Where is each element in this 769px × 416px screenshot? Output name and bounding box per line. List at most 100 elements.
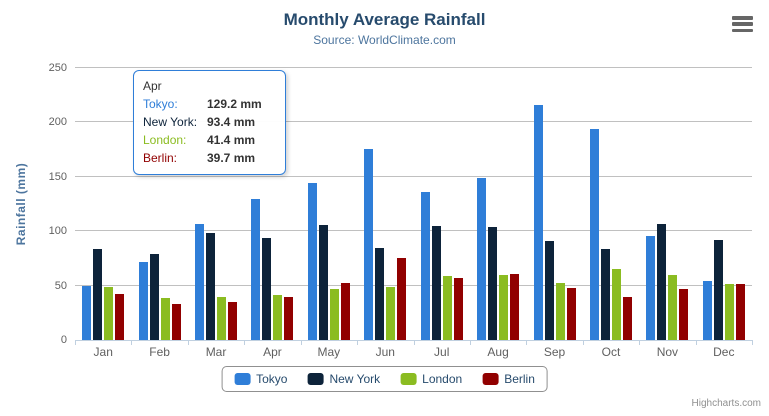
tooltip: Apr Tokyo: 129.2 mm New York: 93.4 mm London… <box>133 70 286 175</box>
x-axis-tick <box>752 340 753 345</box>
bar-new-york-sep[interactable] <box>544 240 554 340</box>
legend-item-label: Berlin <box>504 372 535 386</box>
bar-tokyo-dec[interactable] <box>702 280 712 340</box>
x-axis-tick <box>526 340 528 345</box>
bar-london-feb[interactable] <box>160 297 170 340</box>
bar-group-nov <box>639 68 695 340</box>
bar-berlin-aug[interactable] <box>510 274 520 340</box>
chart-title: Monthly Average Rainfall <box>283 10 486 29</box>
y-axis-label: 200 <box>48 116 67 129</box>
tooltip-series-label: New York: <box>143 115 198 129</box>
tooltip-row: Tokyo: 129.2 mm <box>143 95 276 113</box>
tooltip-header: Apr <box>143 79 162 93</box>
bar-new-york-apr[interactable] <box>262 238 272 340</box>
bar-london-aug[interactable] <box>499 275 509 340</box>
plot-area <box>75 67 752 341</box>
export-menu-button[interactable] <box>730 16 755 32</box>
bar-berlin-dec[interactable] <box>735 284 745 340</box>
tooltip-series-value: 39.7 mm <box>207 151 256 165</box>
bar-tokyo-sep[interactable] <box>533 104 543 340</box>
bar-tokyo-apr[interactable] <box>251 199 261 340</box>
bar-berlin-jul[interactable] <box>453 277 463 340</box>
tooltip-row: Berlin: 39.7 mm <box>143 149 276 167</box>
x-axis-label: Nov <box>656 345 679 359</box>
bar-tokyo-aug[interactable] <box>477 178 487 340</box>
bar-london-dec[interactable] <box>724 284 734 340</box>
hamburger-icon <box>732 16 753 20</box>
bar-new-york-feb[interactable] <box>149 254 159 340</box>
gridline <box>75 175 752 177</box>
bar-tokyo-oct[interactable] <box>589 128 599 340</box>
bar-berlin-apr[interactable] <box>284 296 294 340</box>
y-axis-label: 50 <box>54 279 67 292</box>
legend-item-london[interactable]: London <box>400 372 462 386</box>
bar-berlin-may[interactable] <box>340 282 350 340</box>
bar-new-york-jun[interactable] <box>375 248 385 340</box>
tooltip-series-label: Berlin: <box>143 151 178 165</box>
bar-group-oct <box>583 68 639 340</box>
bar-group-jan <box>75 68 131 340</box>
bar-berlin-oct[interactable] <box>622 297 632 340</box>
bar-new-york-mar[interactable] <box>206 232 216 340</box>
bar-tokyo-jan[interactable] <box>82 285 92 340</box>
bar-tokyo-mar[interactable] <box>195 224 205 340</box>
bar-berlin-nov[interactable] <box>679 289 689 340</box>
credits-link[interactable]: Highcharts.com <box>691 398 761 409</box>
bar-berlin-feb[interactable] <box>171 303 181 340</box>
bar-group-sep <box>526 68 582 340</box>
y-axis-labels: 0 50 100 150 200 250 <box>0 0 67 416</box>
bar-group-mar <box>188 68 244 340</box>
x-axis-tick <box>131 340 133 345</box>
x-axis-label: Jan <box>93 345 113 359</box>
bar-new-york-jan[interactable] <box>93 249 103 340</box>
tooltip-rows: Tokyo: 129.2 mm New York: 93.4 mm London: 41.… <box>143 95 276 167</box>
bar-tokyo-may[interactable] <box>307 183 317 340</box>
bar-new-york-jul[interactable] <box>431 225 441 340</box>
bar-new-york-may[interactable] <box>318 224 328 340</box>
bar-london-may[interactable] <box>329 288 339 340</box>
legend-swatch-icon <box>482 373 499 385</box>
bar-berlin-jun[interactable] <box>397 257 407 340</box>
legend-swatch-icon <box>307 373 324 385</box>
legend-item-tokyo[interactable]: Tokyo <box>234 372 287 386</box>
bar-london-jul[interactable] <box>442 275 452 340</box>
bar-group-jun <box>357 68 413 340</box>
bar-tokyo-feb[interactable] <box>138 262 148 340</box>
hamburger-icon <box>732 22 753 26</box>
bar-tokyo-jun[interactable] <box>364 148 374 340</box>
bar-london-mar[interactable] <box>217 297 227 340</box>
x-axis-tick <box>244 340 246 345</box>
bar-tokyo-jul[interactable] <box>420 192 430 340</box>
x-axis-tick <box>300 340 302 345</box>
x-axis-tick <box>582 340 584 345</box>
y-axis-label: 0 <box>60 334 67 346</box>
legend-item-new-york[interactable]: New York <box>307 372 380 386</box>
bar-berlin-sep[interactable] <box>566 288 576 340</box>
bar-berlin-mar[interactable] <box>228 302 238 340</box>
x-axis-tick <box>187 340 189 345</box>
bar-tokyo-nov[interactable] <box>646 236 656 340</box>
bar-new-york-aug[interactable] <box>488 226 498 340</box>
gridline <box>75 230 752 232</box>
bar-london-sep[interactable] <box>555 283 565 340</box>
gridline <box>75 284 752 286</box>
bar-group-may <box>301 68 357 340</box>
y-axis-label: 100 <box>48 225 67 238</box>
bar-group-jul <box>414 68 470 340</box>
x-axis-label: Feb <box>149 345 170 359</box>
bar-london-nov[interactable] <box>668 275 678 340</box>
legend-item-berlin[interactable]: Berlin <box>482 372 535 386</box>
bar-group-aug <box>470 68 526 340</box>
bar-new-york-oct[interactable] <box>600 249 610 340</box>
bar-new-york-dec[interactable] <box>713 239 723 340</box>
bar-london-oct[interactable] <box>611 269 621 340</box>
bar-london-jun[interactable] <box>386 287 396 340</box>
bar-new-york-nov[interactable] <box>657 224 667 340</box>
bar-group-apr <box>244 68 300 340</box>
bar-london-jan[interactable] <box>104 286 114 340</box>
chart-subtitle: Source: WorldClimate.com <box>313 33 456 47</box>
x-axis-tick <box>469 340 471 345</box>
x-axis-label: Dec <box>713 345 735 359</box>
bar-london-apr[interactable] <box>273 294 283 340</box>
bar-berlin-jan[interactable] <box>115 293 125 340</box>
